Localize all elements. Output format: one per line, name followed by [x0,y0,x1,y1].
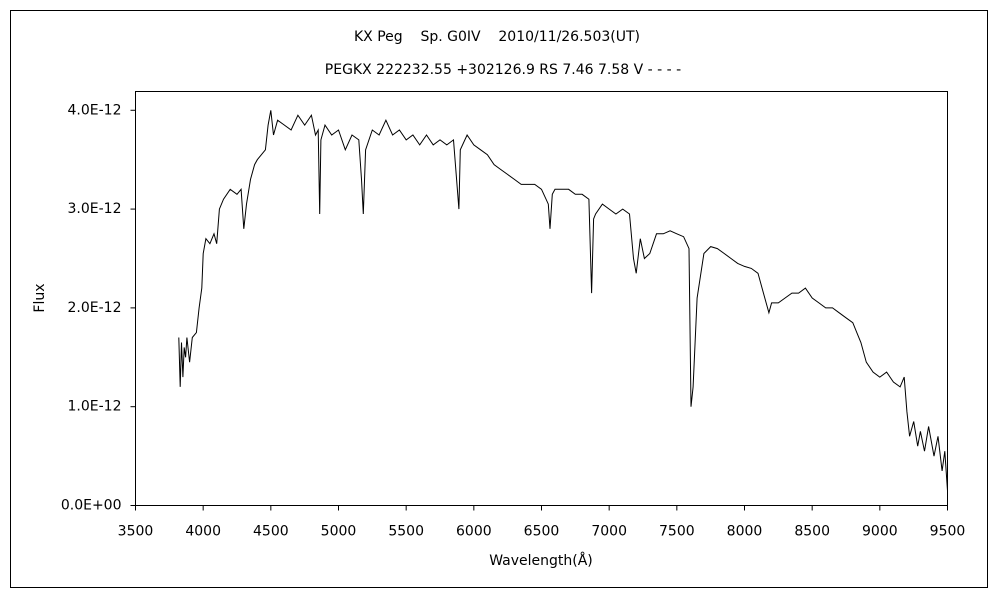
chart-title: KX Peg Sp. G0IV 2010/11/26.503(UT) [354,29,640,45]
y-axis-label: Flux [32,283,48,312]
outer-frame [10,10,988,588]
x-tick-label: 6000 [456,524,492,540]
plot-frame [135,91,948,506]
x-tick-label: 3500 [118,524,154,540]
spectrum-line [178,110,948,491]
x-tick-label: 5000 [321,524,357,540]
x-tick-label: 4000 [185,524,221,540]
x-tick-label: 8000 [727,524,763,540]
y-tick-label: 3.0E-12 [68,201,122,217]
x-tick-label: 4500 [253,524,289,540]
x-axis-label: Wavelength(Å) [489,552,593,569]
x-tick-label: 7000 [591,524,627,540]
x-tick-label: 8500 [794,524,830,540]
x-tick-label: 9500 [930,524,966,540]
x-tick-label: 5500 [388,524,424,540]
x-tick-label: 7500 [659,524,695,540]
x-tick-label: 9000 [862,524,898,540]
y-tick-label: 4.0E-12 [68,102,122,118]
x-tick-label: 6500 [524,524,560,540]
chart-subtitle: PEGKX 222232.55 +302126.9 RS 7.46 7.58 V… [325,62,681,78]
y-tick-label: 2.0E-12 [68,300,122,316]
y-tick-label: 1.0E-12 [68,399,122,415]
y-tick-label: 0.0E+00 [61,498,122,514]
